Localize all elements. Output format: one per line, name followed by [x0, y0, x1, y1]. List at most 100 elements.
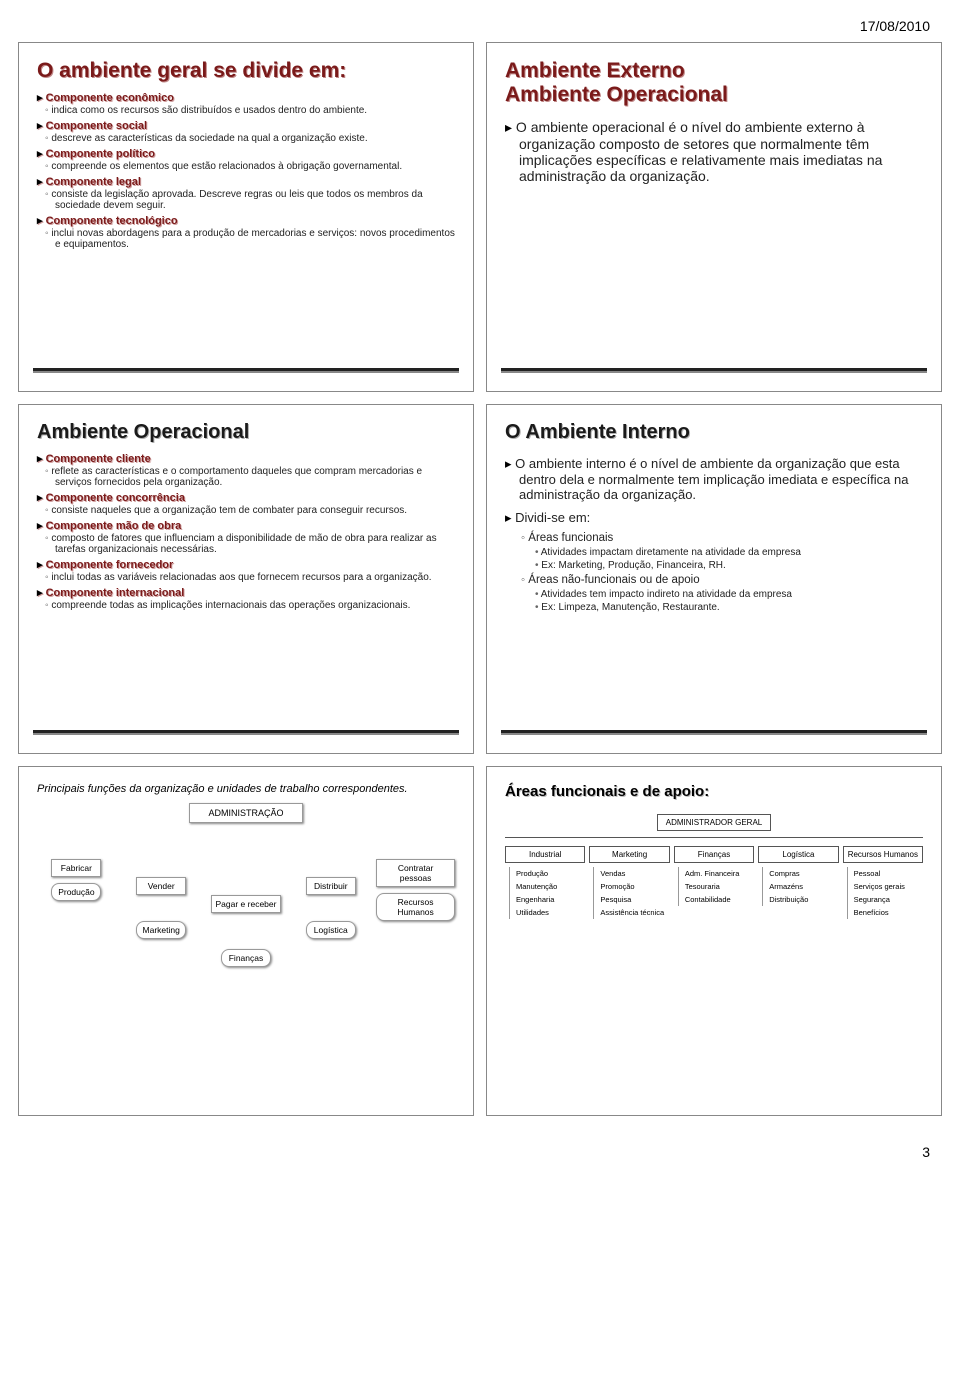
- org5-func: Pagar e receber: [211, 895, 282, 913]
- slide4-sub2: Áreas não-funcionais ou de apoio: [531, 574, 923, 586]
- org6-root: ADMINISTRADOR GERAL: [657, 814, 771, 831]
- component-desc: compreende os elementos que estão relaci…: [55, 161, 455, 172]
- slide-areas-funcionais: Áreas funcionais e de apoio: ADMINISTRAD…: [486, 766, 942, 1116]
- org6-leaf: Segurança: [847, 893, 923, 906]
- org6-branch: Recursos Humanos Pessoal Serviços gerais…: [843, 846, 923, 919]
- org6-branch: Finanças Adm. Financeira Tesouraria Cont…: [674, 846, 754, 919]
- component-desc: inclui todas as variáveis relacionadas a…: [55, 572, 455, 583]
- org6-head: Marketing: [589, 846, 669, 863]
- org6-leaf: Distribuição: [762, 893, 838, 906]
- component-label: Componente internacional: [37, 586, 455, 599]
- org5-unit: Marketing: [136, 921, 186, 939]
- slide-ambiente-interno: O Ambiente Interno O ambiente interno é …: [486, 404, 942, 754]
- slide1-list: Componente econômico indica como os recu…: [37, 91, 455, 253]
- org5-unit: Logística: [306, 921, 356, 939]
- slide-divider: [33, 730, 459, 733]
- org6-branch: Industrial Produção Manutenção Engenhari…: [505, 846, 585, 919]
- slide4-sub1-item: Ex: Marketing, Produção, Financeira, RH.: [545, 560, 923, 571]
- component-desc: descreve as características da sociedade…: [55, 133, 455, 144]
- org5-unit: Produção: [51, 883, 101, 901]
- component-desc: inclui novas abordagens para a produção …: [55, 228, 455, 250]
- org6-leaf: Contabilidade: [678, 893, 754, 906]
- org5-unit: Recursos Humanos: [376, 893, 455, 921]
- slide4-sub1: Áreas funcionais: [531, 532, 923, 544]
- slide1-item: Componente legal consiste da legislação …: [37, 175, 455, 211]
- component-label: Componente mão de obra: [37, 519, 455, 532]
- org5-pair: Vender Marketing: [122, 877, 201, 939]
- org5-pair: Pagar e receber Finanças: [207, 895, 286, 967]
- org6-head: Logística: [758, 846, 838, 863]
- slide-ambiente-geral: O ambiente geral se divide em: Component…: [18, 42, 474, 392]
- slide3-item: Componente mão de obra composto de fator…: [37, 519, 455, 555]
- org6-leaf: Promoção: [593, 880, 669, 893]
- org6-branches: Industrial Produção Manutenção Engenhari…: [505, 837, 923, 919]
- slide3-list: Componente cliente reflete as caracterís…: [37, 452, 455, 614]
- slide4-body1: O ambiente interno é o nível de ambiente…: [519, 456, 923, 502]
- slide-divider: [501, 730, 927, 733]
- org5-func: Contratar pessoas: [376, 859, 455, 887]
- org6-leaf: Serviços gerais: [847, 880, 923, 893]
- component-desc: consiste da legislação aprovada. Descrev…: [55, 189, 455, 211]
- slide4-sub2-item: Ex: Limpeza, Manutenção, Restaurante.: [545, 602, 923, 613]
- slide-ambiente-externo-operacional: Ambiente Externo Ambiente Operacional O …: [486, 42, 942, 392]
- org-chart-admin: ADMINISTRAÇÃO Fabricar Produção Vender M…: [37, 803, 455, 1099]
- org5-func: Fabricar: [51, 859, 101, 877]
- org6-leaf: Benefícios: [847, 906, 923, 919]
- org6-leaf: Manutenção: [509, 880, 585, 893]
- org6-leaf: Tesouraria: [678, 880, 754, 893]
- org5-pair: Distribuir Logística: [291, 877, 370, 939]
- org5-children: Fabricar Produção Vender Marketing Pagar…: [37, 859, 455, 967]
- component-label: Componente legal: [37, 175, 455, 188]
- org5-root: ADMINISTRAÇÃO: [189, 803, 302, 823]
- org6-head: Industrial: [505, 846, 585, 863]
- slide-divider: [501, 368, 927, 371]
- org6-branch: Marketing Vendas Promoção Pesquisa Assis…: [589, 846, 669, 919]
- component-desc: reflete as características e o comportam…: [55, 466, 455, 488]
- slide3-item: Componente internacional compreende toda…: [37, 586, 455, 611]
- org6-branch: Logística Compras Armazéns Distribuição: [758, 846, 838, 919]
- slide4-title: O Ambiente Interno: [505, 421, 923, 444]
- org6-head: Finanças: [674, 846, 754, 863]
- component-label: Componente concorrência: [37, 491, 455, 504]
- page-date: 17/08/2010: [0, 0, 960, 42]
- slide1-title: O ambiente geral se divide em:: [37, 59, 455, 83]
- org5-func: Vender: [136, 877, 186, 895]
- slide3-item: Componente concorrência consiste naquele…: [37, 491, 455, 516]
- org6-leaf: Pessoal: [847, 867, 923, 880]
- org5-func: Distribuir: [306, 877, 356, 895]
- component-label: Componente político: [37, 147, 455, 160]
- slide6-title: Áreas funcionais e de apoio:: [505, 783, 923, 800]
- org5-pair: Fabricar Produção: [37, 859, 116, 901]
- org6-leaf: Vendas: [593, 867, 669, 880]
- slide-ambiente-operacional: Ambiente Operacional Componente cliente …: [18, 404, 474, 754]
- slide1-item: Componente social descreve as caracterís…: [37, 119, 455, 144]
- page-number: 3: [0, 1136, 960, 1178]
- component-label: Componente cliente: [37, 452, 455, 465]
- slide4-sub2-item: Atividades tem impacto indireto na ativi…: [545, 589, 923, 600]
- component-label: Componente tecnológico: [37, 214, 455, 227]
- slide-divider: [33, 368, 459, 371]
- slides-grid: O ambiente geral se divide em: Component…: [0, 42, 960, 1136]
- org6-head: Recursos Humanos: [843, 846, 923, 863]
- slide4-sub1-item: Atividades impactam diretamente na ativi…: [545, 547, 923, 558]
- slide3-item: Componente fornecedor inclui todas as va…: [37, 558, 455, 583]
- slide2-title-line1: Ambiente Externo: [505, 59, 923, 83]
- slide3-title: Ambiente Operacional: [37, 421, 455, 444]
- component-desc: consiste naqueles que a organização tem …: [55, 505, 455, 516]
- slide-funcoes-organizacao: Principais funções da organização e unid…: [18, 766, 474, 1116]
- org6-leaf: Adm. Financeira: [678, 867, 754, 880]
- component-desc: indica como os recursos são distribuídos…: [55, 105, 455, 116]
- org6-leaf: Produção: [509, 867, 585, 880]
- component-desc: composto de fatores que influenciam a di…: [55, 533, 455, 555]
- slide1-item: Componente político compreende os elemen…: [37, 147, 455, 172]
- slide1-item: Componente tecnológico inclui novas abor…: [37, 214, 455, 250]
- component-label: Componente fornecedor: [37, 558, 455, 571]
- slide4-body2: Dividi-se em:: [519, 510, 923, 526]
- slide5-caption: Principais funções da organização e unid…: [37, 783, 455, 795]
- org6-leaf: Compras: [762, 867, 838, 880]
- component-label: Componente social: [37, 119, 455, 132]
- org6-leaf: Engenharia: [509, 893, 585, 906]
- component-desc: compreende todas as implicações internac…: [55, 600, 455, 611]
- org5-unit: Finanças: [221, 949, 271, 967]
- slide1-item: Componente econômico indica como os recu…: [37, 91, 455, 116]
